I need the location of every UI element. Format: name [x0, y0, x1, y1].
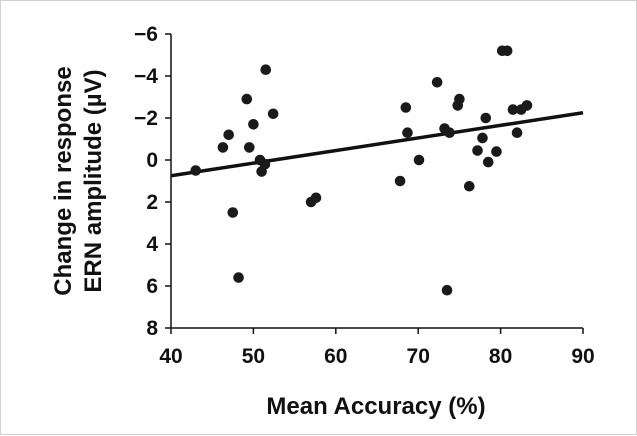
data-point [260, 64, 272, 75]
data-point [472, 145, 483, 156]
data-point [491, 146, 502, 157]
x-axis-title: Mean Accuracy (%) [266, 393, 485, 420]
data-point [402, 127, 413, 138]
data-point [413, 154, 425, 166]
data-points [190, 45, 533, 296]
x-tick-label: 40 [159, 345, 182, 368]
data-point [241, 93, 253, 105]
data-point [454, 93, 465, 105]
y-tick-label: −2 [134, 107, 158, 130]
data-point [227, 207, 239, 218]
y-tick-label: −4 [134, 65, 158, 88]
x-tick-label: 90 [571, 345, 594, 368]
y-tick-label: 2 [146, 191, 158, 214]
data-point [400, 102, 412, 113]
data-point [217, 142, 229, 153]
data-point [431, 77, 443, 88]
data-point [248, 119, 259, 130]
y-axis-title-line-2: ERN amplitude (µV) [80, 69, 107, 292]
y-tick-label: 4 [146, 233, 158, 256]
data-point [441, 284, 453, 296]
data-point [480, 112, 492, 124]
x-tick-label: 70 [407, 345, 430, 368]
y-tick-label: 6 [146, 275, 158, 298]
y-axis-title: Change in response ERN amplitude (µV) [50, 66, 107, 295]
data-point [233, 272, 244, 283]
data-point [310, 192, 322, 204]
y-tick-label: −6 [134, 23, 158, 46]
data-point [267, 108, 279, 120]
trend-line [170, 111, 584, 178]
x-tick-label: 50 [242, 345, 265, 368]
data-point [463, 180, 475, 192]
data-point [190, 165, 202, 176]
data-point [482, 156, 494, 168]
data-point [477, 132, 488, 144]
data-point [521, 100, 533, 111]
axes: −6 −4 −2 0 2 4 6 840 50 60 70 80 90 [134, 23, 595, 368]
data-point [501, 45, 513, 57]
trend-line-group [170, 111, 584, 178]
data-point [243, 142, 255, 153]
y-tick-label: 8 [146, 317, 158, 340]
data-point [394, 175, 406, 187]
data-point [507, 104, 519, 115]
data-point [511, 127, 523, 138]
x-tick-label: 80 [489, 345, 512, 368]
y-tick-label: 0 [146, 149, 158, 172]
data-point [444, 127, 455, 138]
data-point [259, 158, 271, 170]
x-tick-label: 60 [324, 345, 347, 368]
data-point [223, 129, 234, 141]
y-axis-title-line-1: Change in response [50, 66, 77, 295]
